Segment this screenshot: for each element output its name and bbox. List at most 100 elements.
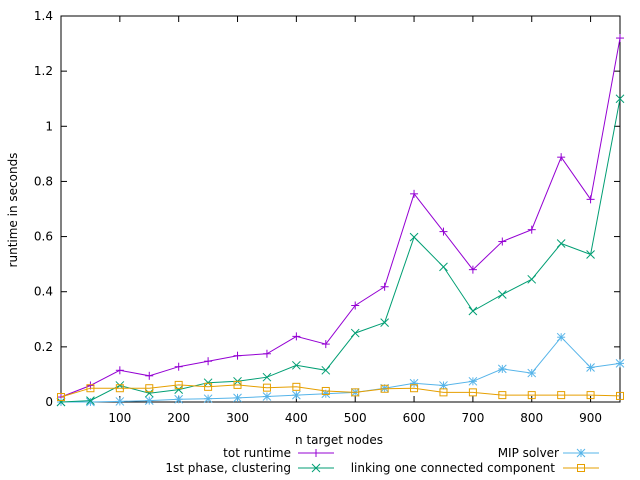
data-point-linking-one-connected-component xyxy=(292,382,301,391)
data-point-tot-runtime xyxy=(616,34,624,43)
x-tick-label: 400 xyxy=(285,411,308,425)
y-tick-label: 0.4 xyxy=(34,285,53,299)
data-point-linking-one-connected-component xyxy=(233,380,242,389)
legend-label: MIP solver xyxy=(498,446,559,460)
data-point-linking-one-connected-component xyxy=(498,391,507,400)
data-point-tot-runtime xyxy=(498,237,507,246)
data-point-mip-solver xyxy=(409,378,419,388)
y-tick-label: 1 xyxy=(45,119,53,133)
data-point-tot-runtime xyxy=(115,366,124,375)
x-axis-title: n target nodes xyxy=(295,433,383,447)
legend-swatch-marker xyxy=(577,464,585,472)
legend-entry-1st-phase-clustering: 1st phase, clustering xyxy=(165,461,334,475)
data-point-mip-solver xyxy=(292,390,301,400)
x-tick-label: 500 xyxy=(344,411,367,425)
data-point-1st-phase-clustering xyxy=(292,360,301,370)
y-tick-label: 0.6 xyxy=(34,230,53,244)
x-tick-label: 100 xyxy=(108,411,131,425)
data-point-tot-runtime xyxy=(351,301,360,310)
legend-label: tot runtime xyxy=(223,446,291,460)
y-tick-label: 0.2 xyxy=(34,340,53,354)
data-point-tot-runtime xyxy=(262,349,271,358)
data-point-1st-phase-clustering xyxy=(497,290,507,299)
data-point-linking-one-connected-component xyxy=(586,391,595,400)
data-point-linking-one-connected-component xyxy=(86,384,95,393)
axes: 100 200 300 400 500 600 700 800 900 0 0.2 0.4 0.6 0.8… xyxy=(34,9,621,425)
legend-entry-tot-runtime: tot runtime xyxy=(223,446,334,460)
x-tick-label: 900 xyxy=(579,411,602,425)
series-tot-runtime xyxy=(57,34,624,402)
series-linking-one-connected-component xyxy=(57,380,624,402)
data-point-tot-runtime xyxy=(586,195,595,204)
data-point-mip-solver xyxy=(439,381,448,390)
y-tick-label: 1.4 xyxy=(34,9,53,23)
data-point-1st-phase-clustering xyxy=(350,328,360,338)
x-tick-label: 700 xyxy=(461,411,484,425)
series-line-mip-solver xyxy=(61,336,621,403)
y-axis-title: runtime in seconds xyxy=(6,153,20,268)
y-tick-label: 0 xyxy=(45,395,53,409)
data-point-linking-one-connected-component xyxy=(145,384,154,393)
data-point-mip-solver xyxy=(262,392,272,401)
data-point-linking-one-connected-component xyxy=(204,382,213,391)
x-tick-label: 200 xyxy=(167,411,190,425)
data-point-linking-one-connected-component xyxy=(115,384,124,393)
data-point-tot-runtime xyxy=(321,340,330,349)
data-point-mip-solver xyxy=(468,376,478,386)
data-point-1st-phase-clustering xyxy=(527,274,537,284)
data-point-mip-solver xyxy=(615,359,625,368)
x-tick-label: 600 xyxy=(403,411,426,425)
data-point-linking-one-connected-component xyxy=(439,388,448,397)
data-point-tot-runtime xyxy=(204,357,213,366)
data-point-mip-solver xyxy=(203,394,213,404)
series-mip-solver xyxy=(56,332,625,407)
data-point-mip-solver xyxy=(233,393,242,403)
legend-label: 1st phase, clustering xyxy=(165,461,291,475)
y-tick-label: 0.8 xyxy=(34,174,53,188)
x-tick-label: 800 xyxy=(520,411,543,425)
data-point-tot-runtime xyxy=(439,227,448,236)
data-point-tot-runtime xyxy=(292,332,301,341)
data-point-linking-one-connected-component xyxy=(527,391,536,400)
plot-area xyxy=(56,34,625,407)
data-point-tot-runtime xyxy=(410,189,419,198)
data-point-1st-phase-clustering xyxy=(56,397,66,407)
data-point-tot-runtime xyxy=(527,225,536,234)
data-point-linking-one-connected-component xyxy=(380,384,389,393)
data-point-tot-runtime xyxy=(233,351,242,360)
data-point-mip-solver xyxy=(527,368,537,378)
data-point-1st-phase-clustering xyxy=(86,396,95,405)
data-point-linking-one-connected-component xyxy=(557,391,566,400)
data-point-tot-runtime xyxy=(468,265,477,274)
legend-swatch-marker xyxy=(312,449,320,457)
data-point-linking-one-connected-component xyxy=(262,383,271,392)
data-point-mip-solver xyxy=(497,364,507,374)
x-tick-label: 300 xyxy=(226,411,249,425)
data-point-tot-runtime xyxy=(174,362,183,371)
data-point-1st-phase-clustering xyxy=(556,239,566,248)
data-point-1st-phase-clustering xyxy=(203,378,213,388)
data-point-1st-phase-clustering xyxy=(321,365,331,375)
data-point-linking-one-connected-component xyxy=(174,380,183,389)
data-point-1st-phase-clustering xyxy=(144,388,154,398)
data-point-linking-one-connected-component xyxy=(468,388,477,397)
legend: tot runtime MIP solver 1st phase, clusteri… xyxy=(165,446,599,475)
data-point-1st-phase-clustering xyxy=(174,385,184,394)
plot-frame xyxy=(60,15,621,403)
y-tick-label: 1.2 xyxy=(34,64,53,78)
data-point-1st-phase-clustering xyxy=(439,262,448,272)
series-line-tot-runtime xyxy=(60,38,621,398)
data-point-1st-phase-clustering xyxy=(468,306,478,316)
series-1st-phase-clustering xyxy=(56,94,625,407)
data-point-1st-phase-clustering xyxy=(586,250,595,259)
data-point-tot-runtime xyxy=(557,153,566,162)
legend-swatch-marker xyxy=(576,448,586,458)
data-point-1st-phase-clustering xyxy=(380,318,389,327)
data-point-tot-runtime xyxy=(380,282,389,291)
series-line-linking-one-connected-component xyxy=(60,384,621,398)
legend-entry-mip-solver: MIP solver xyxy=(498,446,599,460)
legend-entry-linking-one-connected-component: linking one connected component xyxy=(351,461,599,475)
data-point-mip-solver xyxy=(115,397,125,406)
data-point-1st-phase-clustering xyxy=(262,372,272,382)
